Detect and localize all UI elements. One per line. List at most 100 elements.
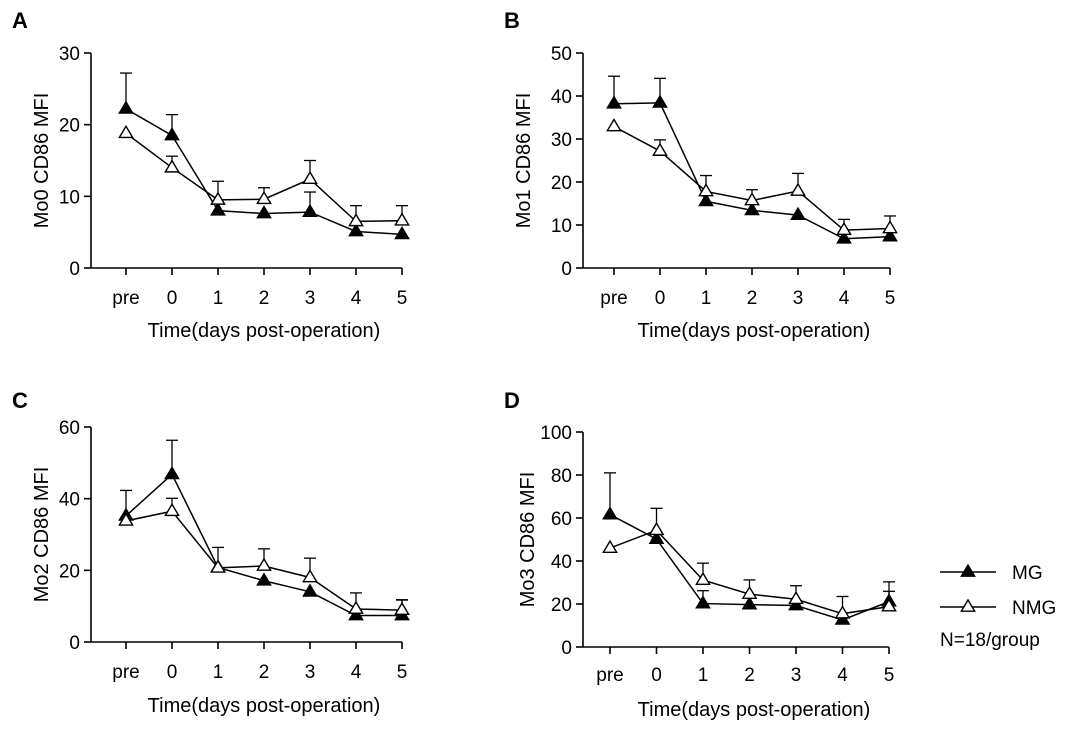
y-tick-label: 10 bbox=[59, 187, 80, 208]
y-tick-label: 40 bbox=[551, 87, 572, 108]
data-point-mg bbox=[652, 94, 668, 108]
y-tick-label: 0 bbox=[69, 633, 80, 654]
x-tick-label: 5 bbox=[884, 665, 895, 686]
y-tick-label: 30 bbox=[551, 130, 572, 151]
chart-panel-b: B 0 10 20 30 40 50 pre 0 1 2 3 4 5 Time(days post-oper… bbox=[504, 8, 898, 342]
chart-panel-a: A 0 10 20 30 pre 0 1 2 3 4 5 Time(days post-operatio… bbox=[12, 8, 410, 342]
x-tick-label: 0 bbox=[167, 288, 178, 309]
data-point-mg bbox=[256, 572, 272, 586]
x-tick-label: 2 bbox=[747, 288, 758, 309]
data-point-nmg bbox=[210, 559, 226, 573]
x-tick-label: 4 bbox=[351, 288, 362, 309]
data-point-mg bbox=[698, 192, 714, 207]
x-tick-label: 4 bbox=[839, 288, 850, 309]
panel-letter: B bbox=[504, 8, 520, 33]
data-point-nmg bbox=[741, 585, 758, 600]
data-point-nmg bbox=[881, 598, 897, 612]
data-point-nmg bbox=[788, 590, 804, 605]
y-tick-label: 0 bbox=[69, 259, 80, 280]
x-tick-label: pre bbox=[596, 665, 623, 686]
data-point-nmg bbox=[302, 569, 318, 583]
data-point-nmg bbox=[652, 142, 668, 156]
data-point-nmg bbox=[790, 182, 806, 196]
panel-letter: C bbox=[12, 388, 28, 413]
data-point-nmg bbox=[256, 557, 272, 571]
x-tick-label: pre bbox=[112, 662, 139, 683]
y-tick-label: 0 bbox=[561, 259, 572, 280]
x-tick-label: 4 bbox=[837, 665, 848, 686]
data-point-mg bbox=[836, 230, 852, 244]
y-tick-label: 0 bbox=[561, 638, 572, 659]
data-point-mg bbox=[348, 223, 364, 237]
x-tick-label: 0 bbox=[651, 665, 662, 686]
panel-letter: D bbox=[504, 388, 520, 413]
data-point-nmg bbox=[744, 192, 760, 206]
legend-label-mg: MG bbox=[1012, 563, 1043, 584]
y-tick-label: 40 bbox=[59, 490, 80, 511]
y-tick-label: 20 bbox=[59, 561, 80, 582]
legend-label-nmg: NMG bbox=[1012, 598, 1056, 619]
chart-panel-c: C 0 20 40 60 pre 0 1 2 3 4 5 Time(days post-operatio… bbox=[12, 388, 410, 717]
legend: MG NMG N=18/group bbox=[940, 563, 1056, 651]
data-point-nmg bbox=[394, 601, 410, 616]
data-point-mg bbox=[602, 506, 618, 520]
x-tick-label: 1 bbox=[701, 288, 712, 309]
data-point-nmg bbox=[118, 512, 134, 526]
x-tick-label: 4 bbox=[351, 662, 362, 683]
y-tick-label: 20 bbox=[59, 116, 80, 137]
y-axis-title: Mo1 CD86 MFI bbox=[513, 93, 535, 229]
panel-letter: A bbox=[12, 8, 28, 33]
series-line-mg bbox=[125, 473, 402, 617]
y-axis-title: Mo3 CD86 MFI bbox=[517, 472, 539, 608]
x-tick-label: 3 bbox=[305, 662, 316, 683]
x-axis-title: Time(days post-operation) bbox=[638, 320, 871, 342]
data-point-nmg bbox=[648, 521, 665, 536]
y-tick-label: 10 bbox=[551, 216, 572, 237]
x-tick-label: 2 bbox=[259, 662, 270, 683]
y-tick-label: 30 bbox=[59, 44, 80, 65]
x-tick-label: 3 bbox=[305, 288, 316, 309]
data-point-mg bbox=[164, 127, 180, 141]
x-axis-title: Time(days post-operation) bbox=[148, 320, 381, 342]
x-tick-label: 1 bbox=[698, 665, 709, 686]
x-tick-label: pre bbox=[600, 288, 627, 309]
data-point-mg bbox=[648, 530, 665, 544]
data-point-mg bbox=[164, 465, 180, 480]
data-point-mg bbox=[256, 205, 272, 219]
data-point-mg bbox=[302, 203, 318, 218]
x-tick-label: pre bbox=[112, 288, 139, 309]
data-point-mg bbox=[741, 596, 758, 610]
data-point-mg bbox=[695, 595, 711, 609]
data-point-mg bbox=[790, 206, 806, 221]
data-point-nmg bbox=[602, 539, 618, 553]
legend-note: N=18/group bbox=[940, 630, 1040, 651]
chart-panel-d: D 0 20 40 60 80 100 pre 0 1 2 3 4 5 Time(days post-ope… bbox=[504, 388, 897, 721]
data-point-nmg bbox=[836, 221, 852, 236]
data-point-nmg bbox=[394, 212, 410, 226]
data-point-mg bbox=[744, 202, 760, 216]
y-tick-label: 60 bbox=[59, 418, 80, 439]
legend-marker-mg bbox=[960, 563, 976, 577]
x-tick-label: 2 bbox=[744, 665, 755, 686]
y-tick-label: 40 bbox=[551, 552, 572, 573]
data-point-nmg bbox=[695, 571, 711, 586]
y-tick-label: 100 bbox=[540, 423, 572, 444]
y-tick-label: 60 bbox=[551, 509, 572, 530]
x-tick-label: 1 bbox=[213, 288, 224, 309]
data-point-nmg bbox=[164, 502, 180, 517]
data-point-nmg bbox=[606, 118, 622, 132]
x-tick-label: 3 bbox=[791, 665, 802, 686]
data-point-nmg bbox=[348, 213, 364, 227]
series-line-mg bbox=[613, 102, 891, 240]
x-tick-label: 5 bbox=[397, 662, 408, 683]
x-tick-label: 5 bbox=[885, 288, 896, 309]
y-tick-label: 50 bbox=[551, 44, 572, 65]
data-point-mg bbox=[118, 100, 134, 114]
x-tick-label: 3 bbox=[793, 288, 804, 309]
data-point-nmg bbox=[164, 159, 180, 173]
x-tick-label: 1 bbox=[213, 662, 224, 683]
y-axis-title: Mo0 CD86 MFI bbox=[31, 93, 53, 229]
data-point-mg bbox=[302, 583, 318, 597]
